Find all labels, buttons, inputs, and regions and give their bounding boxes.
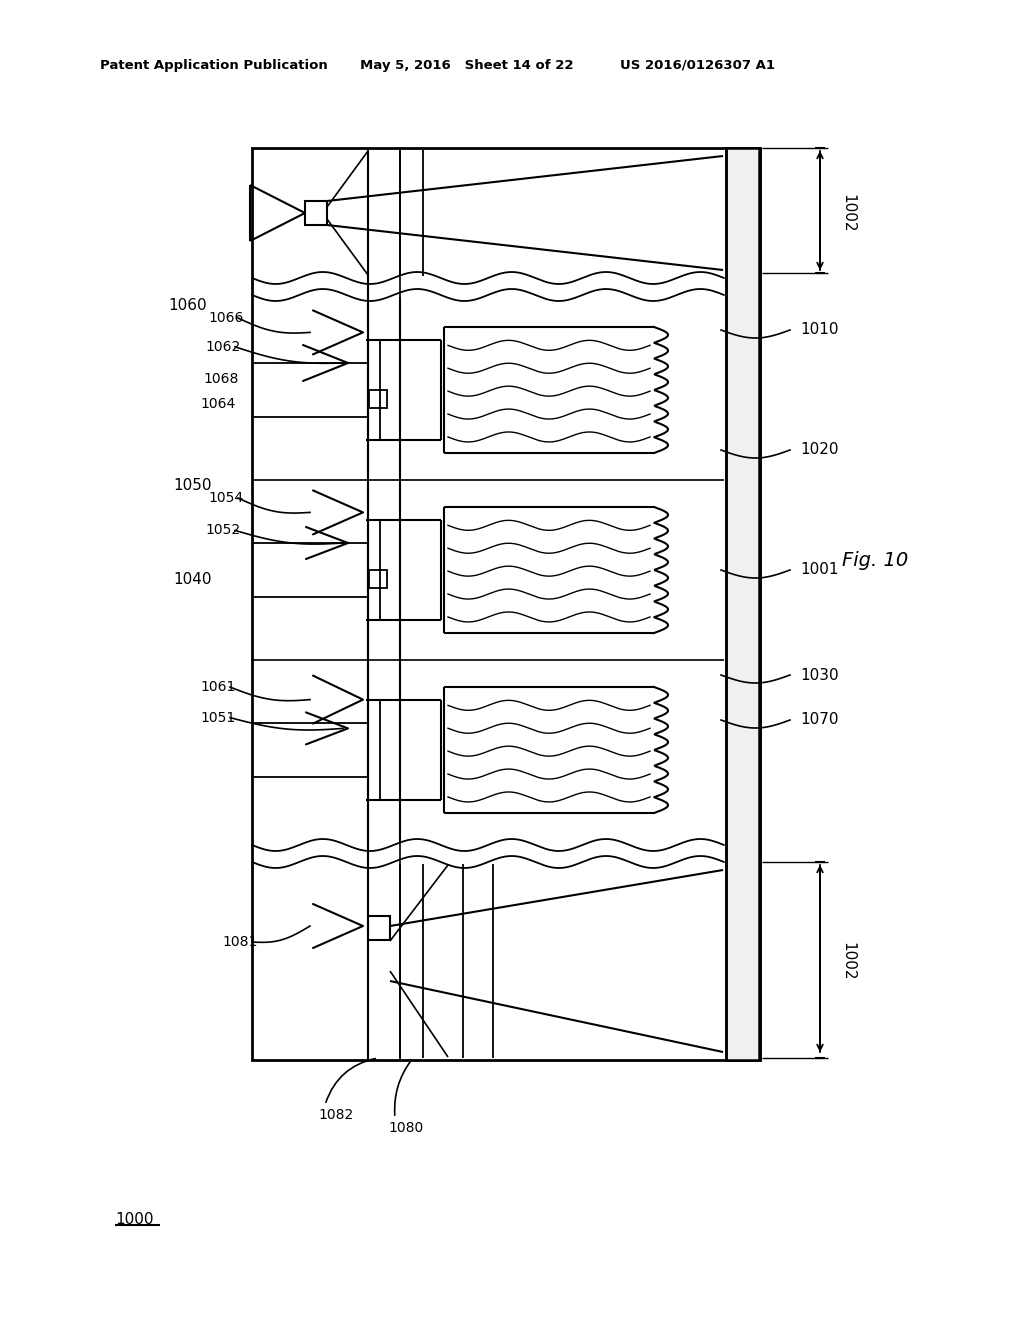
Bar xyxy=(252,148,760,1060)
Text: 1050: 1050 xyxy=(173,478,212,492)
Text: 1070: 1070 xyxy=(800,713,839,727)
Text: 1002: 1002 xyxy=(840,941,855,981)
Text: 1030: 1030 xyxy=(800,668,839,682)
Bar xyxy=(368,916,390,940)
Text: Patent Application Publication: Patent Application Publication xyxy=(100,58,328,71)
Text: 1000: 1000 xyxy=(115,1213,154,1228)
Text: Fig. 10: Fig. 10 xyxy=(842,550,908,569)
Text: 1066: 1066 xyxy=(208,312,244,325)
Bar xyxy=(369,570,387,587)
Text: 1054: 1054 xyxy=(208,491,243,506)
Bar xyxy=(726,148,760,1060)
Text: 1001: 1001 xyxy=(800,562,839,578)
Text: 1080: 1080 xyxy=(388,1121,423,1135)
Text: 1020: 1020 xyxy=(800,442,839,458)
Text: 1062: 1062 xyxy=(205,339,241,354)
Bar xyxy=(369,389,387,408)
Text: 1082: 1082 xyxy=(318,1107,353,1122)
Text: 1040: 1040 xyxy=(173,572,212,586)
Text: 1051: 1051 xyxy=(200,710,236,725)
Text: 1064: 1064 xyxy=(200,397,236,412)
Text: 1068: 1068 xyxy=(203,372,239,387)
Text: US 2016/0126307 A1: US 2016/0126307 A1 xyxy=(620,58,775,71)
Text: 1060: 1060 xyxy=(168,297,207,313)
Text: 1061: 1061 xyxy=(200,680,236,694)
Text: 1052: 1052 xyxy=(205,524,240,537)
Bar xyxy=(305,201,327,224)
Text: 1081: 1081 xyxy=(222,935,257,949)
Text: 1010: 1010 xyxy=(800,322,839,338)
Text: May 5, 2016   Sheet 14 of 22: May 5, 2016 Sheet 14 of 22 xyxy=(360,58,573,71)
Text: 1002: 1002 xyxy=(840,194,855,232)
